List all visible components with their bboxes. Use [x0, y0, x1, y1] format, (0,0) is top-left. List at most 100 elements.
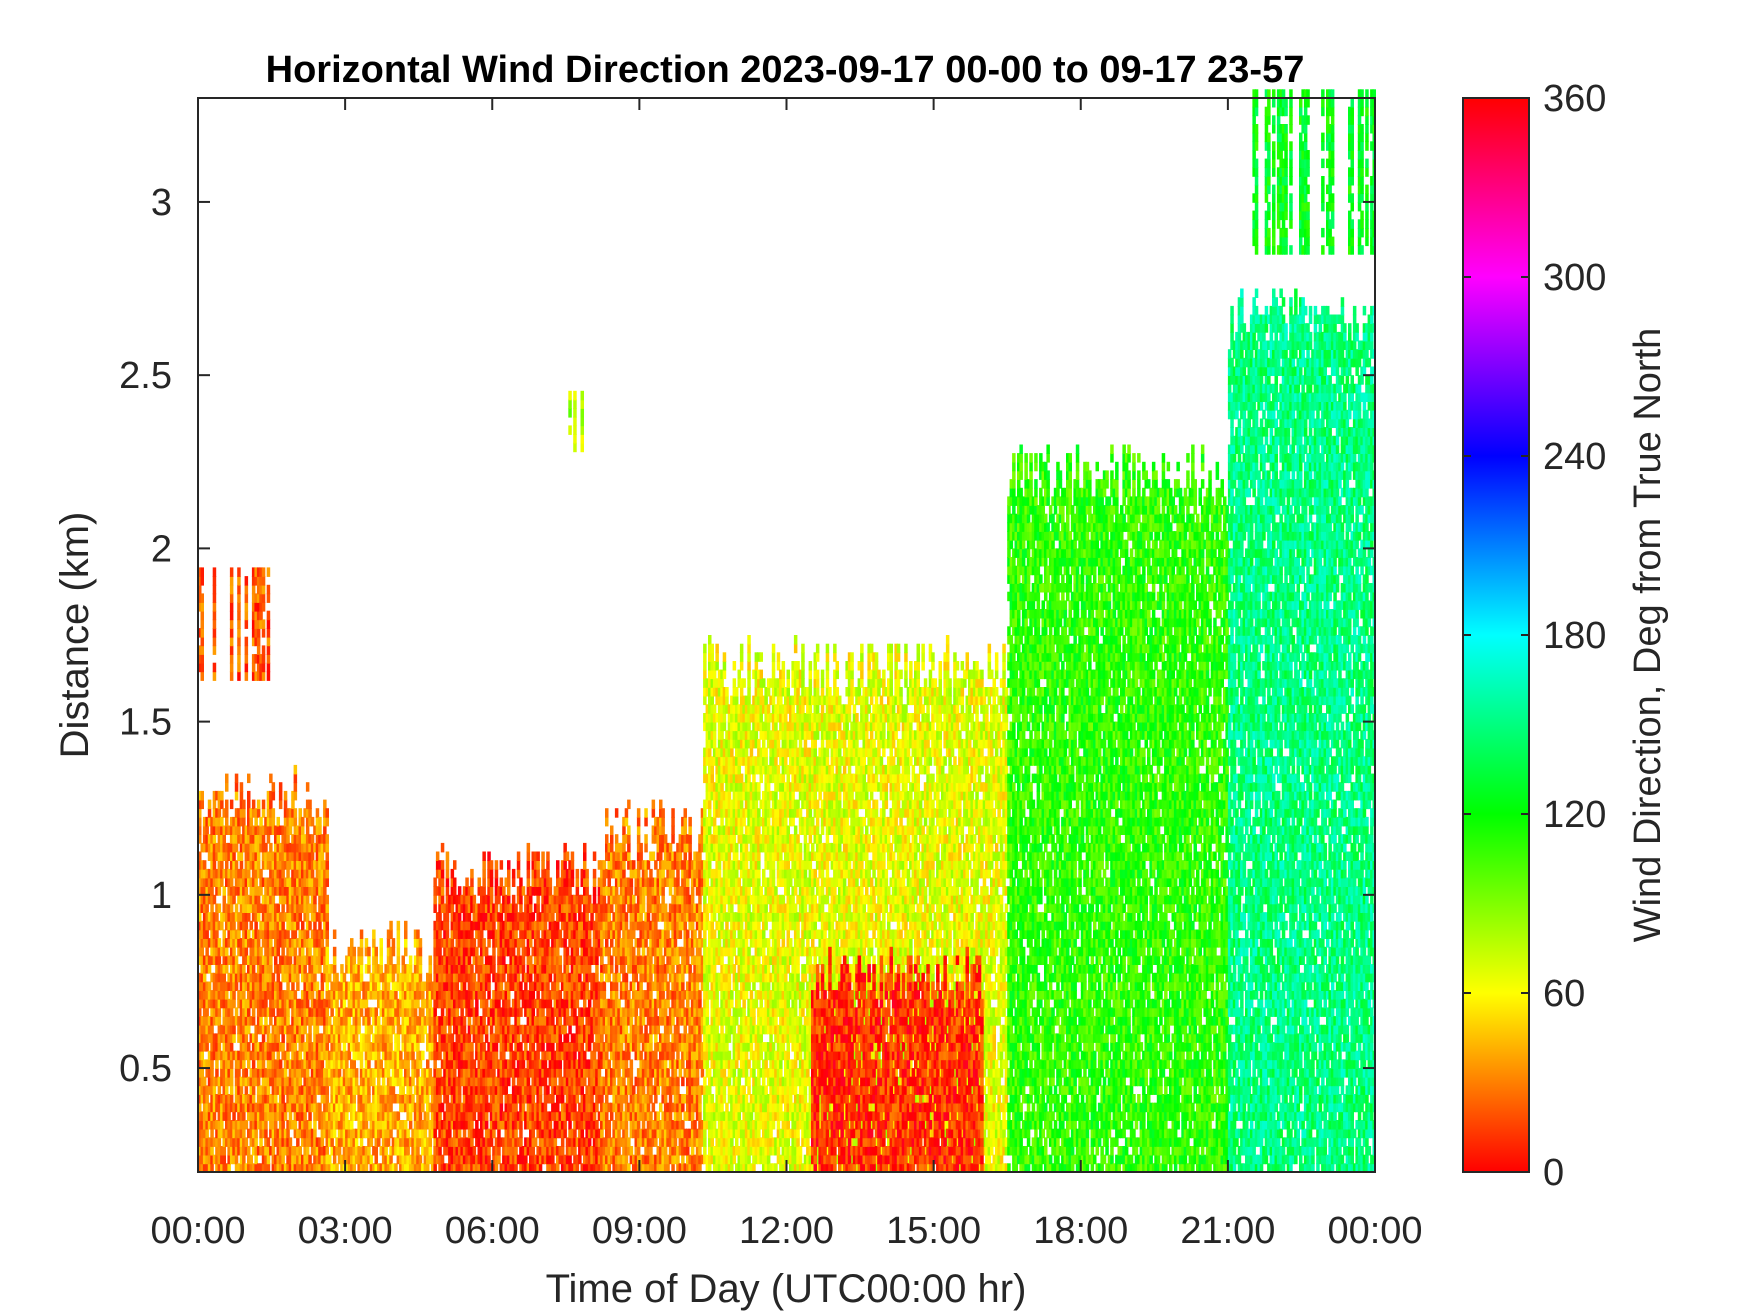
- heatmap-cell: [306, 999, 310, 1009]
- heatmap-cell: [338, 1146, 342, 1156]
- heatmap-cell: [532, 1129, 536, 1139]
- heatmap-cell: [353, 1094, 357, 1104]
- heatmap-cell: [512, 895, 516, 905]
- heatmap-cell: [259, 886, 263, 896]
- heatmap-cell: [490, 860, 494, 870]
- heatmap-cell: [294, 1120, 298, 1130]
- heatmap-cell: [247, 912, 251, 922]
- heatmap-cell: [213, 593, 217, 603]
- heatmap-cell: [529, 973, 533, 983]
- heatmap-cell: [576, 886, 580, 896]
- heatmap-cell: [210, 886, 214, 896]
- heatmap-cell: [365, 999, 369, 1009]
- heatmap-cell: [308, 921, 312, 931]
- heatmap-cell: [294, 774, 298, 784]
- heatmap-cell: [205, 1094, 209, 1104]
- heatmap-cell: [576, 878, 580, 888]
- heatmap-cell: [360, 1051, 364, 1061]
- heatmap-cell: [495, 904, 499, 914]
- heatmap-cell: [585, 878, 589, 888]
- heatmap-cell: [286, 1051, 290, 1061]
- heatmap-cell: [492, 1129, 496, 1139]
- heatmap-cell: [220, 860, 224, 870]
- heatmap-cell: [571, 878, 575, 888]
- heatmap-cell: [573, 1129, 577, 1139]
- heatmap-cell: [524, 982, 528, 992]
- heatmap-cell: [205, 947, 209, 957]
- heatmap-cell: [549, 886, 553, 896]
- heatmap-cell: [237, 671, 241, 681]
- heatmap-cell: [308, 1025, 312, 1035]
- heatmap-cell: [272, 782, 276, 792]
- heatmap-cell: [482, 869, 486, 879]
- heatmap-cell: [497, 999, 501, 1009]
- heatmap-cell: [409, 1085, 413, 1095]
- heatmap-cell: [267, 671, 271, 681]
- heatmap-cell: [487, 973, 491, 983]
- heatmap-cell: [585, 869, 589, 879]
- heatmap-cell: [549, 999, 553, 1009]
- heatmap-cell: [230, 619, 234, 629]
- heatmap-cell: [536, 852, 540, 862]
- heatmap-cell: [208, 982, 212, 992]
- heatmap-cell: [480, 956, 484, 966]
- heatmap-cell: [230, 645, 234, 655]
- heatmap-cell: [517, 1016, 521, 1026]
- heatmap-cell: [254, 1129, 258, 1139]
- heatmap-cell: [377, 1016, 381, 1026]
- heatmap-cell: [232, 895, 236, 905]
- heatmap-cell: [254, 1033, 258, 1043]
- heatmap-cell: [303, 964, 307, 974]
- heatmap-cell: [286, 869, 290, 879]
- heatmap-cell: [475, 1007, 479, 1017]
- heatmap-cell: [245, 585, 249, 595]
- heatmap-cell: [539, 1094, 543, 1104]
- heatmap-cell: [333, 964, 337, 974]
- heatmap-cell: [416, 1146, 420, 1156]
- heatmap-cell: [343, 999, 347, 1009]
- heatmap-cell: [487, 982, 491, 992]
- heatmap-cell: [223, 1155, 227, 1165]
- heatmap-cell: [563, 860, 567, 870]
- heatmap-cell: [522, 938, 526, 948]
- heatmap-cell: [487, 1155, 491, 1165]
- heatmap-cell: [208, 964, 212, 974]
- heatmap-cell: [313, 973, 317, 983]
- heatmap-cell: [213, 1085, 217, 1095]
- heatmap-cell: [571, 860, 575, 870]
- heatmap-cell: [218, 938, 222, 948]
- heatmap-cell: [473, 973, 477, 983]
- heatmap-cell: [397, 921, 401, 931]
- chart-title: Horizontal Wind Direction 2023-09-17 00-…: [266, 49, 1305, 91]
- heatmap-cell: [235, 843, 239, 853]
- heatmap-cell: [583, 860, 587, 870]
- heatmap-cell: [213, 895, 217, 905]
- heatmap-cell: [409, 1111, 413, 1121]
- heatmap-cell: [294, 808, 298, 818]
- heatmap-cell: [495, 1051, 499, 1061]
- heatmap-cell: [588, 1137, 592, 1147]
- heatmap-cell: [389, 1155, 393, 1165]
- heatmap-cell: [556, 1103, 560, 1113]
- heatmap-cell: [301, 1033, 305, 1043]
- heatmap-cell: [318, 1103, 322, 1113]
- heatmap-cell: [262, 671, 266, 681]
- heatmap-cell: [210, 1025, 214, 1035]
- heatmap-cell: [294, 990, 298, 1000]
- heatmap-cell: [397, 947, 401, 957]
- heatmap-cell: [519, 1120, 523, 1130]
- heatmap-cell: [380, 964, 384, 974]
- heatmap-cell: [257, 1077, 261, 1087]
- heatmap-cell: [247, 800, 251, 810]
- heatmap-cell: [267, 663, 271, 673]
- heatmap-cell: [453, 860, 457, 870]
- heatmap-cell: [252, 964, 256, 974]
- heatmap-cell: [218, 808, 222, 818]
- heatmap-cell: [446, 878, 450, 888]
- heatmap-cell: [262, 1033, 266, 1043]
- heatmap-cell: [213, 800, 217, 810]
- heatmap-cell: [259, 869, 263, 879]
- heatmap-cell: [451, 1033, 455, 1043]
- heatmap-cell: [573, 1007, 577, 1017]
